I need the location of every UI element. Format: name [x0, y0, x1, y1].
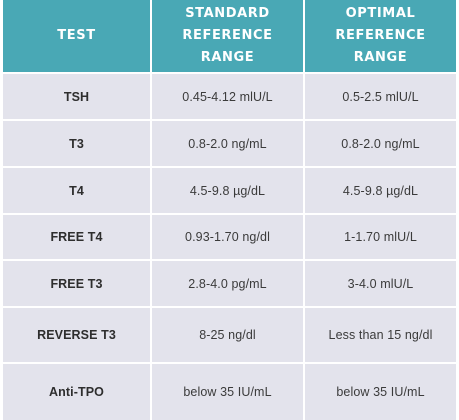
header-test: TEST	[3, 0, 150, 72]
row-optimal-range: 4.5-9.8 µg/dL	[305, 168, 456, 213]
row-test-name: FREE T3	[3, 261, 150, 306]
row-test-name: TSH	[3, 74, 150, 119]
row-optimal-range: below 35 IU/mL	[305, 364, 456, 420]
row-optimal-range: Less than 15 ng/dl	[305, 308, 456, 362]
row-test-name: T3	[3, 121, 150, 166]
row-optimal-range: 0.5-2.5 mlU/L	[305, 74, 456, 119]
row-standard-range: below 35 IU/mL	[152, 364, 303, 420]
row-optimal-range: 3-4.0 mlU/L	[305, 261, 456, 306]
row-optimal-range: 1-1.70 mlU/L	[305, 215, 456, 259]
header-optimal-reference-range: OPTIMAL REFERENCE RANGE	[305, 0, 456, 72]
row-test-name: FREE T4	[3, 215, 150, 259]
row-standard-range: 0.8-2.0 ng/mL	[152, 121, 303, 166]
row-test-name: T4	[3, 168, 150, 213]
row-test-name: REVERSE T3	[3, 308, 150, 362]
row-standard-range: 0.45-4.12 mlU/L	[152, 74, 303, 119]
header-standard-reference-range: STANDARD REFERENCE RANGE	[152, 0, 303, 72]
row-optimal-range: 0.8-2.0 ng/mL	[305, 121, 456, 166]
row-standard-range: 4.5-9.8 µg/dL	[152, 168, 303, 213]
reference-range-table: TEST STANDARD REFERENCE RANGE OPTIMAL RE…	[3, 0, 456, 420]
row-test-name: Anti-TPO	[3, 364, 150, 420]
row-standard-range: 2.8-4.0 pg/mL	[152, 261, 303, 306]
row-standard-range: 8-25 ng/dl	[152, 308, 303, 362]
row-standard-range: 0.93-1.70 ng/dl	[152, 215, 303, 259]
